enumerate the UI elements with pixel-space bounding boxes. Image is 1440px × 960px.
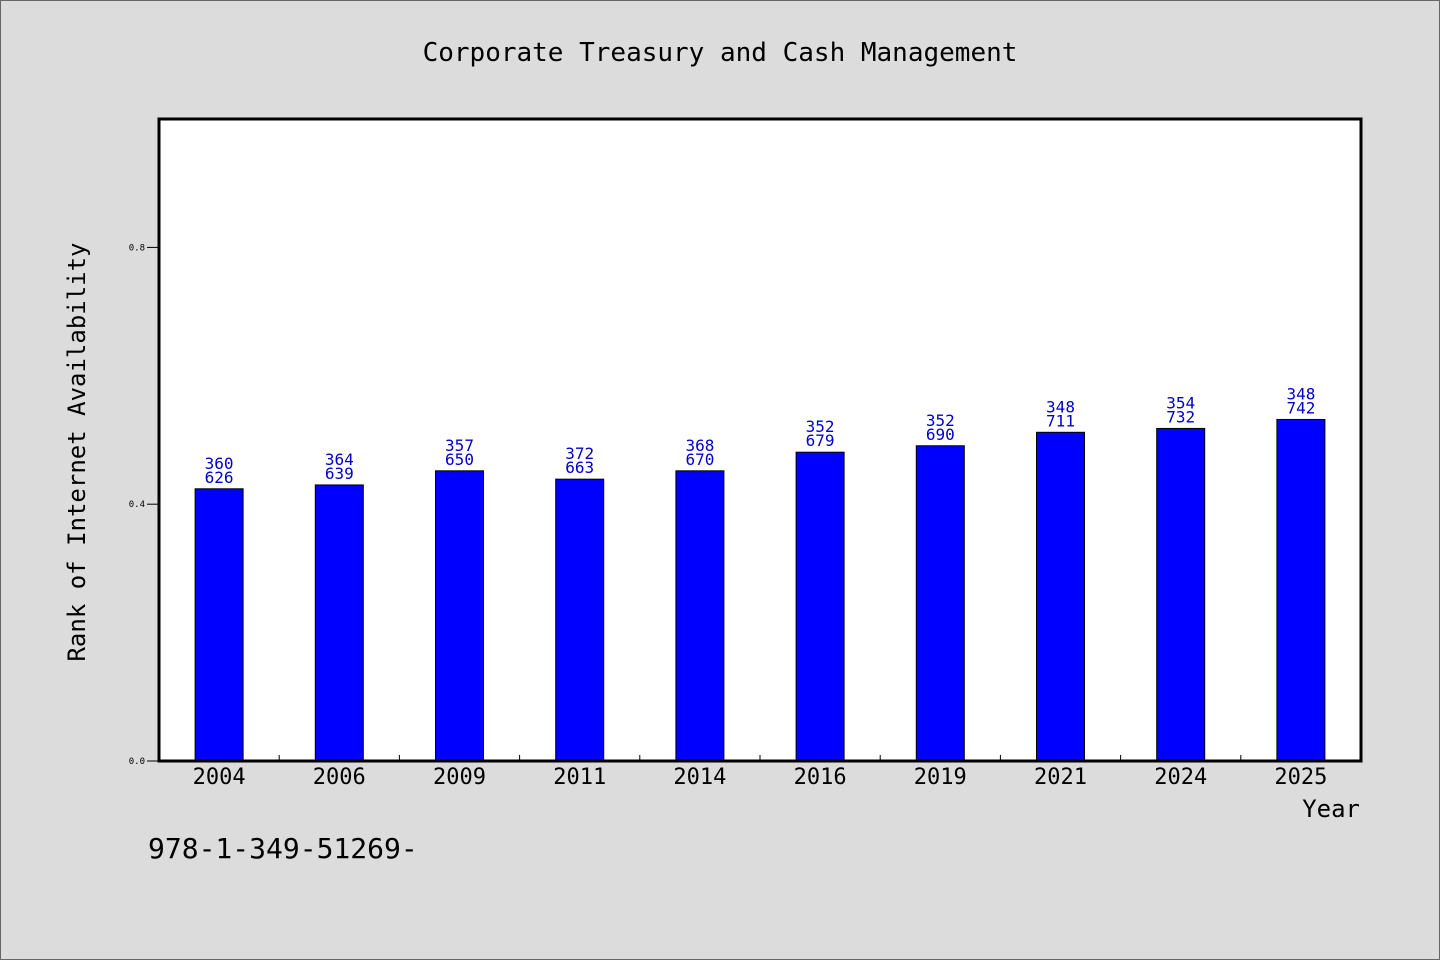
x-axis-label: Year <box>1302 795 1360 823</box>
x-tick-label-2019: 2019 <box>914 765 967 790</box>
x-tick-label-2021: 2021 <box>1034 765 1087 790</box>
bar-2024 <box>1156 427 1206 762</box>
bar-label-bottom-2006: 639 <box>325 464 354 483</box>
bars-group <box>194 418 1326 762</box>
bar-label-bottom-2009: 650 <box>445 450 474 469</box>
bar-label-top-2004: 360 <box>205 454 234 473</box>
bar-label-top-2019: 352 <box>926 411 955 430</box>
bar-label-top-2014: 368 <box>685 436 714 455</box>
bar-label-top-2021: 348 <box>1046 397 1075 416</box>
x-tick-label-2024: 2024 <box>1154 765 1207 790</box>
y-tick-label: 0.0 <box>129 757 145 767</box>
y-tick-label: 0.8 <box>129 243 145 253</box>
x-tick-label-2014: 2014 <box>673 765 726 790</box>
bar-label-bottom-2004: 626 <box>205 468 234 487</box>
bar-2004 <box>194 488 244 762</box>
x-tick-label-2011: 2011 <box>553 765 606 790</box>
bar-label-bottom-2014: 670 <box>685 450 714 469</box>
bar-2014 <box>675 470 725 762</box>
x-axis-ticks: 2004 2006 2009 2011 2014 2016 2019 2021 2024 2025 <box>193 755 1327 790</box>
bar-2016 <box>795 451 845 762</box>
bar-2011 <box>555 478 605 762</box>
y-axis-label: Rank of Internet Availability <box>63 242 91 661</box>
y-tick-label: 0.4 <box>129 500 145 510</box>
footer-code: 978-1-349-51269- <box>148 832 418 865</box>
y-axis-ticks: 0.0 0.4 0.8 <box>129 243 159 767</box>
plot-border <box>157 117 1363 763</box>
bar-label-top-2011: 372 <box>565 444 594 463</box>
bar-2019 <box>915 445 965 762</box>
bar-2006 <box>314 484 364 762</box>
x-tick-label-2009: 2009 <box>433 765 486 790</box>
bar-label-top-2024: 354 <box>1166 393 1195 412</box>
x-tick-label-2016: 2016 <box>794 765 847 790</box>
bar-label-bottom-2019: 690 <box>926 425 955 444</box>
bar-2025 <box>1276 418 1326 762</box>
x-tick-label-2006: 2006 <box>313 765 366 790</box>
bar-label-top-2009: 357 <box>445 436 474 455</box>
bar-label-top-2006: 364 <box>325 450 354 469</box>
bar-2021 <box>1036 431 1085 762</box>
x-tick-label-2004: 2004 <box>193 765 246 790</box>
bar-2009 <box>435 470 484 762</box>
x-tick-label-2025: 2025 <box>1274 765 1327 790</box>
bar-label-top-2016: 352 <box>806 417 835 436</box>
bar-label-bottom-2011: 663 <box>565 458 594 477</box>
bar-label-bottom-2025: 742 <box>1286 398 1315 417</box>
bar-label-bottom-2016: 679 <box>806 431 835 450</box>
chart-title: Corporate Treasury and Cash Management <box>423 38 1018 68</box>
bar-label-bottom-2024: 732 <box>1166 407 1195 426</box>
bar-label-top-2025: 348 <box>1286 384 1315 403</box>
bar-label-bottom-2021: 711 <box>1046 411 1075 430</box>
